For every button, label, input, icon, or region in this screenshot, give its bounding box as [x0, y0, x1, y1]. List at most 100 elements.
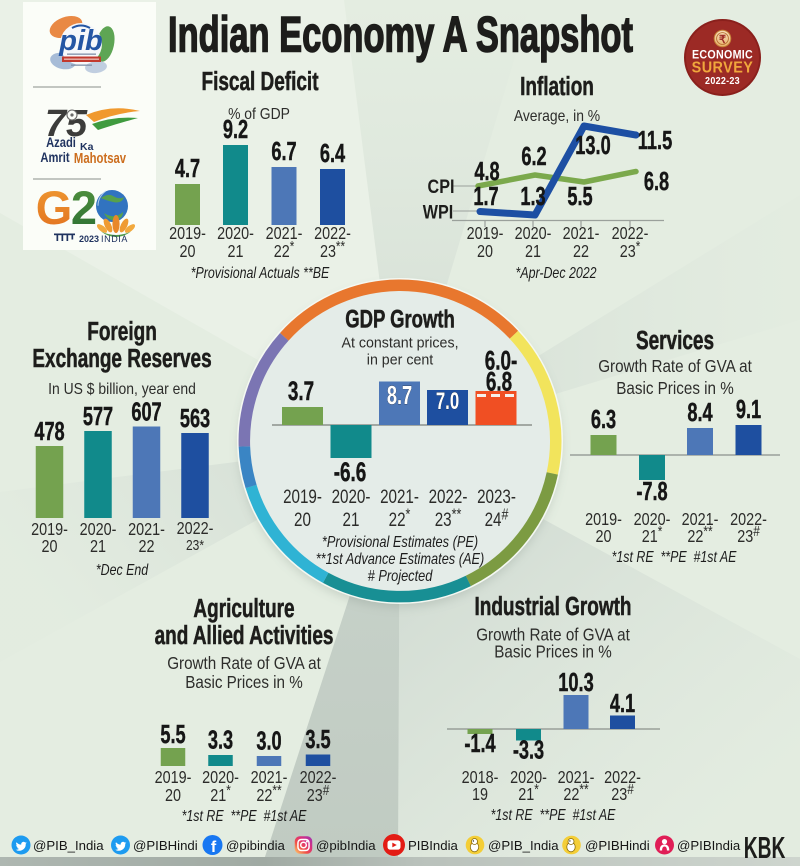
- svg-text:Azadi: Azadi: [46, 135, 76, 150]
- svg-text:3.0: 3.0: [256, 726, 281, 755]
- svg-text:2023-: 2023-: [477, 485, 516, 507]
- svg-text:75: 75: [45, 103, 88, 145]
- svg-text:Average, in %: Average, in %: [514, 107, 600, 125]
- svg-text:21*: 21*: [210, 782, 231, 806]
- svg-text:3.5: 3.5: [305, 725, 330, 754]
- svg-text:2021-: 2021-: [266, 225, 303, 244]
- svg-text:22*: 22*: [389, 506, 411, 530]
- svg-text:CPI: CPI: [428, 176, 455, 198]
- svg-text:6.0-: 6.0-: [485, 345, 518, 375]
- svg-text:@PIBIndia: @PIBIndia: [677, 838, 741, 853]
- svg-text:2020-: 2020-: [634, 510, 671, 530]
- svg-text:23*: 23*: [186, 537, 205, 554]
- svg-text:Industrial Growth: Industrial Growth: [474, 591, 631, 621]
- svg-text:4.1: 4.1: [610, 689, 635, 718]
- svg-text:21: 21: [525, 243, 541, 262]
- svg-text:607: 607: [131, 397, 161, 426]
- svg-text:13.0: 13.0: [575, 131, 610, 160]
- svg-text:2020-: 2020-: [332, 485, 371, 507]
- svg-text:2021-: 2021-: [558, 768, 595, 788]
- svg-text:4.8: 4.8: [474, 157, 499, 186]
- svg-text:% of GDP: % of GDP: [228, 105, 290, 123]
- svg-text:2021-: 2021-: [563, 225, 600, 244]
- svg-text:2022-: 2022-: [612, 225, 649, 244]
- svg-text:21: 21: [343, 508, 360, 530]
- svg-text:2019-: 2019-: [467, 225, 504, 244]
- svg-text:2020-: 2020-: [217, 225, 254, 244]
- svg-text:Fiscal Deficit: Fiscal Deficit: [201, 66, 318, 96]
- svg-text:5.5: 5.5: [160, 720, 185, 749]
- svg-text:7.0: 7.0: [436, 388, 459, 415]
- svg-text:3.3: 3.3: [208, 725, 233, 754]
- svg-text:9.2: 9.2: [223, 115, 248, 144]
- svg-text:5.5: 5.5: [567, 182, 592, 211]
- svg-text:@PIBHindi: @PIBHindi: [585, 838, 650, 853]
- svg-text:8.4: 8.4: [687, 398, 713, 427]
- svg-text:478: 478: [34, 417, 64, 446]
- svg-text:20: 20: [595, 527, 611, 547]
- svg-text:563: 563: [180, 404, 210, 433]
- svg-text:pib: pib: [58, 25, 103, 57]
- svg-text:Basic Prices in %: Basic Prices in %: [185, 673, 303, 692]
- svg-text:Ka: Ka: [80, 141, 94, 153]
- svg-text:2022-: 2022-: [730, 510, 767, 530]
- svg-text:GDP Growth: GDP Growth: [345, 305, 455, 333]
- svg-text:21*: 21*: [642, 523, 663, 547]
- svg-text:6.7: 6.7: [271, 137, 296, 166]
- svg-text:4.7: 4.7: [175, 154, 200, 183]
- svg-text:21: 21: [228, 243, 244, 262]
- svg-text:@pibindia: @pibindia: [226, 838, 286, 853]
- svg-text:G: G: [36, 181, 73, 234]
- svg-text:in per cent: in per cent: [367, 352, 433, 368]
- svg-text:2020-: 2020-: [202, 768, 239, 788]
- svg-text:1.7: 1.7: [473, 182, 498, 211]
- svg-text:22*: 22*: [274, 238, 295, 261]
- svg-text:@PIB_India: @PIB_India: [33, 838, 104, 853]
- svg-text:2: 2: [71, 181, 97, 234]
- svg-text:21*: 21*: [518, 781, 539, 805]
- svg-text:@pibIndia: @pibIndia: [316, 838, 376, 853]
- svg-text:*Provisional Estimates (PE): *Provisional Estimates (PE): [322, 534, 478, 552]
- svg-text:2022-23: 2022-23: [705, 76, 740, 88]
- svg-text:6.3: 6.3: [591, 405, 616, 434]
- svg-text:2022-: 2022-: [429, 485, 468, 507]
- svg-text:Mahotsav: Mahotsav: [74, 150, 127, 167]
- svg-text:20: 20: [180, 243, 196, 262]
- svg-text:2021-: 2021-: [128, 520, 165, 540]
- svg-text:Basic Prices in %: Basic Prices in %: [616, 379, 734, 398]
- svg-text:2022-: 2022-: [177, 519, 214, 539]
- svg-text:-6.6: -6.6: [334, 457, 367, 487]
- svg-text:2021-: 2021-: [682, 510, 719, 530]
- svg-text:Growth Rate of GVA at: Growth Rate of GVA at: [476, 626, 630, 645]
- svg-text:21: 21: [90, 537, 106, 557]
- svg-text:20: 20: [165, 786, 181, 806]
- svg-text:and Allied Activities: and Allied Activities: [155, 620, 334, 650]
- svg-text:6.8: 6.8: [644, 167, 669, 196]
- svg-text:2020-: 2020-: [515, 225, 552, 244]
- svg-text:*1st RE **PE #1st AE: *1st RE **PE #1st AE: [182, 807, 307, 825]
- svg-text:6.8: 6.8: [486, 366, 512, 396]
- svg-text:9.1: 9.1: [736, 395, 761, 424]
- svg-text:2019-: 2019-: [31, 520, 68, 540]
- svg-text:f: f: [211, 839, 217, 856]
- svg-text:INDIA: INDIA: [101, 234, 128, 244]
- svg-text:11.5: 11.5: [638, 126, 672, 155]
- svg-text:# Projected: # Projected: [368, 568, 434, 586]
- svg-text:10.3: 10.3: [558, 668, 593, 697]
- svg-text:*Dec End: *Dec End: [96, 561, 149, 579]
- svg-text:In US $ billion, year end: In US $ billion, year end: [48, 380, 196, 398]
- svg-text:2019-: 2019-: [283, 485, 322, 507]
- svg-text:Inflation: Inflation: [520, 71, 594, 101]
- svg-text:SURVEY: SURVEY: [692, 59, 754, 77]
- svg-text:*1st RE **PE #1st AE: *1st RE **PE #1st AE: [612, 548, 737, 566]
- svg-text:22: 22: [138, 537, 154, 557]
- svg-text:8.7: 8.7: [387, 381, 412, 410]
- svg-text:2022-: 2022-: [300, 768, 337, 788]
- svg-text:*Provisional Actuals **BE: *Provisional Actuals **BE: [191, 264, 330, 282]
- svg-text:2021-: 2021-: [380, 485, 419, 507]
- svg-text:-3.3: -3.3: [513, 735, 544, 764]
- svg-text:3.7: 3.7: [288, 376, 314, 406]
- svg-text:2019-: 2019-: [585, 510, 622, 530]
- svg-text:577: 577: [83, 402, 113, 431]
- svg-text:@PIB_India: @PIB_India: [488, 838, 559, 853]
